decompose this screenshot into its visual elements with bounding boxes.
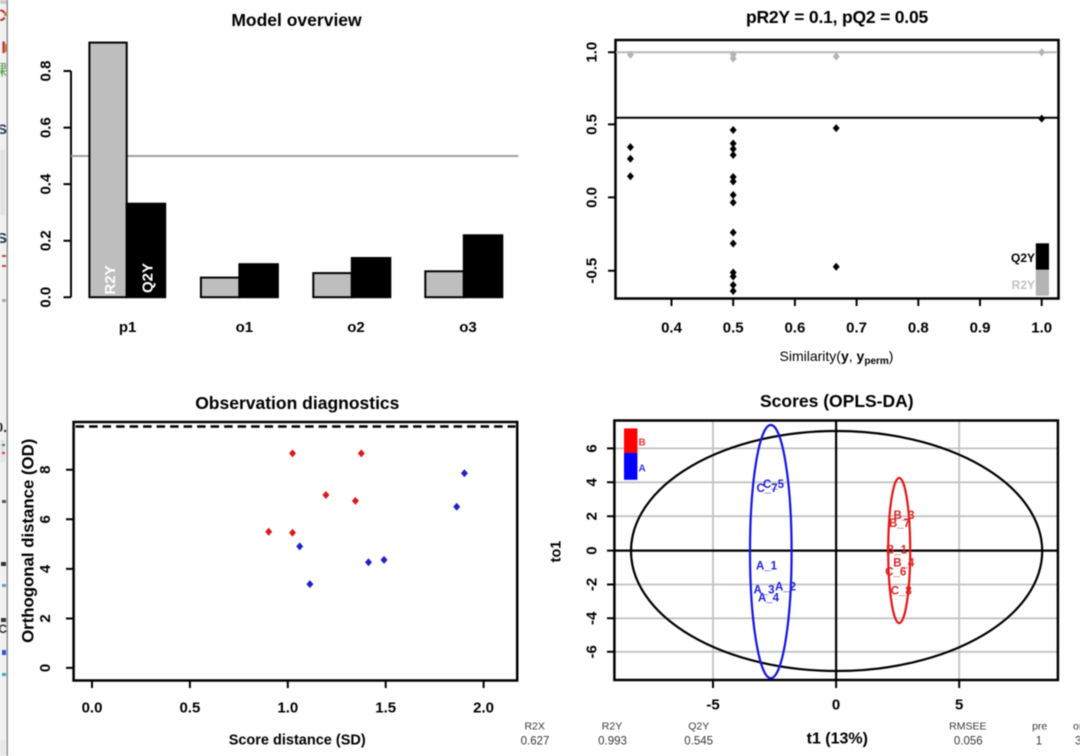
svg-text:-4: -4 [584, 611, 601, 625]
svg-text:R2Y: R2Y [102, 265, 119, 294]
svg-text:0.6: 0.6 [784, 320, 805, 337]
svg-text:0: 0 [832, 697, 840, 714]
svg-text:5: 5 [955, 697, 963, 714]
svg-text:o1: o1 [236, 319, 254, 336]
svg-text:0.0: 0.0 [82, 700, 103, 717]
svg-text:C: C [0, 622, 7, 636]
svg-text:0.2: 0.2 [38, 230, 55, 251]
svg-text:0.056: 0.056 [954, 736, 983, 748]
svg-text:0: 0 [584, 546, 601, 554]
svg-text:0.4: 0.4 [38, 173, 55, 195]
svg-text:B_7: B_7 [889, 518, 910, 530]
svg-text:o3: o3 [459, 319, 477, 336]
svg-text:RMSEE: RMSEE [949, 721, 986, 733]
svg-text:6: 6 [584, 444, 601, 452]
svg-text:C: C [0, 6, 6, 25]
svg-text:Observation diagnostics: Observation diagnostics [195, 393, 399, 413]
svg-text:pR2Y = 0.1, pQ2 = 0.05: pR2Y = 0.1, pQ2 = 0.05 [746, 7, 929, 27]
svg-text:-0.5: -0.5 [584, 258, 601, 284]
svg-text:1.0: 1.0 [1031, 320, 1052, 337]
svg-text:B: B [639, 438, 646, 449]
svg-text:B_4: B_4 [893, 558, 915, 570]
svg-text:4: 4 [37, 564, 54, 573]
svg-text:C_8: C_8 [891, 586, 913, 598]
svg-text:p1: p1 [119, 319, 137, 336]
svg-text:pre: pre [1032, 721, 1047, 733]
svg-text:B_3: B_3 [893, 510, 914, 522]
svg-text:1.0: 1.0 [277, 700, 298, 717]
svg-text:2: 2 [37, 614, 54, 622]
svg-text:0: 0 [37, 664, 54, 672]
svg-text:0.8: 0.8 [908, 320, 929, 337]
svg-text:0.4: 0.4 [661, 320, 683, 337]
svg-text:Q2Y: Q2Y [688, 721, 709, 733]
svg-text:2.0: 2.0 [473, 700, 494, 717]
svg-text:0.0: 0.0 [38, 287, 55, 308]
svg-text:骒: 骒 [0, 62, 7, 79]
svg-text:0.0: 0.0 [584, 187, 601, 208]
svg-text:B_1: B_1 [886, 545, 908, 557]
svg-text:Score distance (SD): Score distance (SD) [229, 733, 366, 749]
svg-text:R2Y: R2Y [1012, 278, 1035, 292]
svg-text:t1 (13%): t1 (13%) [807, 731, 868, 748]
svg-text:-2: -2 [584, 578, 601, 591]
svg-text:Orthogonal distance (OD): Orthogonal distance (OD) [19, 439, 38, 643]
svg-text:o2: o2 [347, 319, 365, 336]
svg-text:C_5: C_5 [763, 479, 785, 491]
svg-text:Scores (OPLS-DA): Scores (OPLS-DA) [760, 391, 914, 411]
svg-text:A: A [639, 464, 646, 475]
svg-text:A_4: A_4 [758, 593, 780, 605]
svg-text:2: 2 [584, 512, 601, 520]
svg-text:Model overview: Model overview [231, 10, 362, 30]
svg-text:0.6: 0.6 [38, 117, 55, 138]
svg-text:1.5: 1.5 [375, 700, 396, 717]
svg-text:C_6: C_6 [885, 567, 906, 579]
svg-text:0.8: 0.8 [38, 61, 55, 82]
svg-text:I: I [1, 38, 6, 57]
svg-text:0.627: 0.627 [521, 736, 550, 748]
svg-text:-5: -5 [706, 697, 719, 714]
svg-text:8: 8 [37, 466, 54, 474]
svg-text:Q2Y: Q2Y [140, 263, 157, 293]
svg-text:R2X: R2X [524, 721, 544, 733]
svg-text:ort: ort [1073, 721, 1080, 733]
svg-text:3: 3 [1075, 736, 1080, 748]
svg-text:1.0: 1.0 [584, 42, 601, 63]
svg-text:Q2Y: Q2Y [1011, 251, 1035, 265]
svg-text:A_1: A_1 [756, 561, 778, 573]
svg-text:0.993: 0.993 [598, 736, 627, 748]
svg-text:0.7: 0.7 [846, 320, 867, 337]
svg-text:C_7: C_7 [756, 483, 777, 495]
svg-text:A_3: A_3 [753, 585, 774, 597]
svg-text:R2Y: R2Y [602, 721, 622, 733]
svg-text:S: S [0, 230, 7, 247]
svg-text:0.5: 0.5 [179, 700, 200, 717]
svg-text:S: S [0, 121, 7, 137]
svg-text:0.5: 0.5 [723, 320, 744, 337]
svg-text:4: 4 [584, 477, 601, 486]
svg-text:6: 6 [37, 515, 54, 523]
svg-text:-6: -6 [584, 645, 601, 658]
svg-text:0.: 0. [0, 419, 7, 435]
svg-text:A_2: A_2 [775, 582, 796, 594]
svg-text:0.545: 0.545 [684, 736, 713, 748]
svg-text:to1: to1 [549, 541, 565, 563]
svg-text:0.5: 0.5 [584, 114, 601, 135]
svg-text:0.9: 0.9 [970, 320, 991, 337]
svg-text:1: 1 [1036, 736, 1042, 748]
